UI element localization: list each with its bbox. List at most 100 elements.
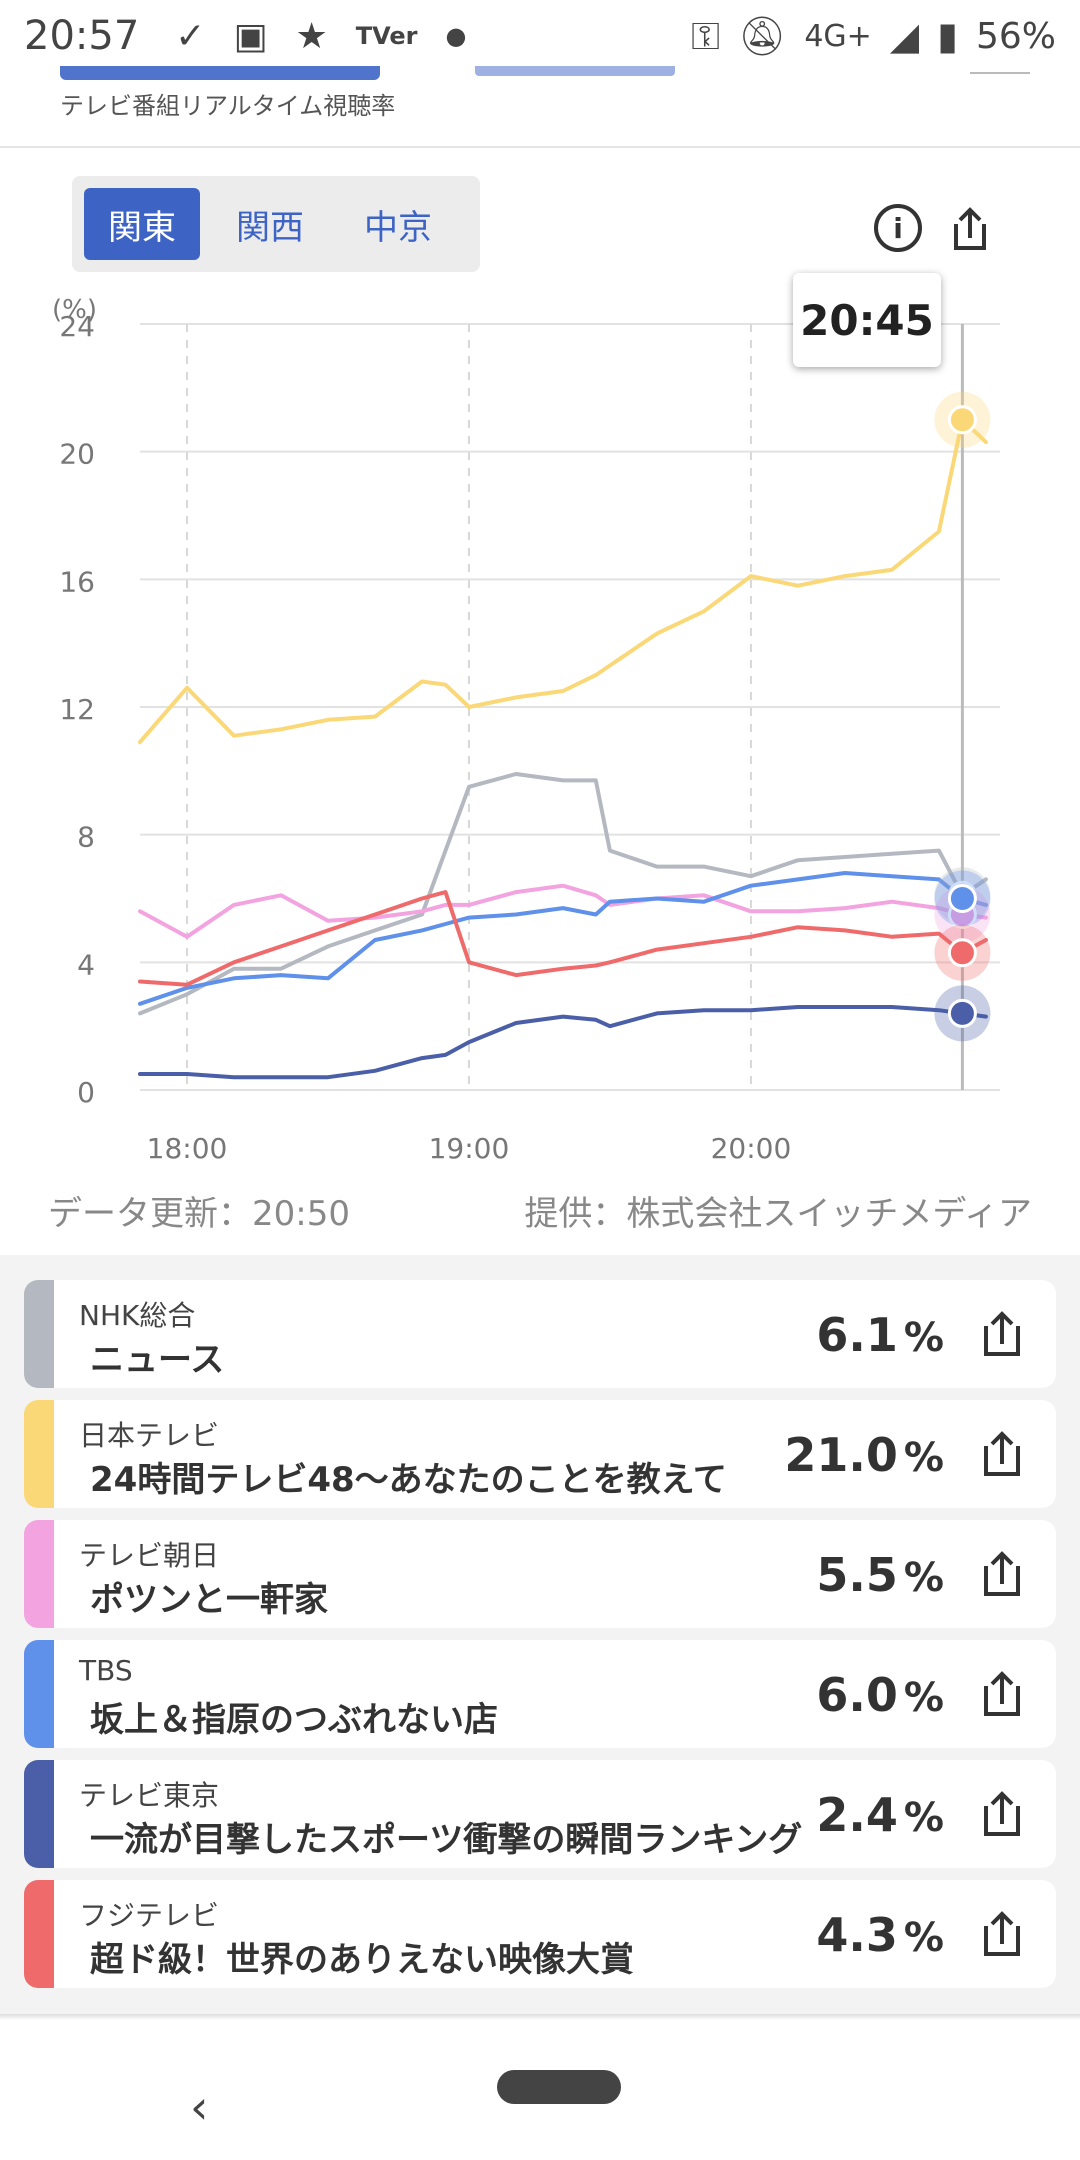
rating-value: 21.0% xyxy=(784,1428,944,1482)
channel-color-bar xyxy=(24,1760,54,1868)
rating-unit: % xyxy=(903,1315,944,1361)
data-provider: 提供：株式会社スイッチメディア xyxy=(524,1194,1032,1234)
series-line-1 xyxy=(138,417,988,745)
header-subtitle: テレビ番組リアルタイム視聴率 xyxy=(60,92,396,120)
channel-name: NHK総合 xyxy=(79,1299,196,1332)
channel-card-tv-tokyo[interactable]: テレビ東京 一流が目撃したスポーツ衝撃の瞬間ランキング 2.4% xyxy=(24,1760,1056,1868)
star-icon: ★ xyxy=(295,15,328,57)
program-title: 24時間テレビ48〜あなたのことを教えて xyxy=(90,1460,727,1500)
y-tick-label: 16 xyxy=(59,565,95,598)
share-icon[interactable] xyxy=(978,1428,1026,1478)
y-tick-label: 0 xyxy=(77,1076,95,1109)
channel-name: 日本テレビ xyxy=(79,1419,220,1452)
rating-value: 2.4% xyxy=(816,1788,944,1842)
series-line-5 xyxy=(138,890,988,987)
y-tick-label: 4 xyxy=(77,948,95,981)
channel-name: テレビ東京 xyxy=(79,1779,220,1812)
channel-card-tbs[interactable]: TBS 坂上＆指原のつぶれない店 6.0% xyxy=(24,1640,1056,1748)
rating-number: 5.5 xyxy=(816,1548,898,1602)
rating-unit: % xyxy=(903,1915,944,1961)
network-label: 4G+ xyxy=(804,18,872,54)
battery-icon: ▮ xyxy=(937,14,958,58)
dot-icon: ● xyxy=(445,22,467,50)
series-line-4 xyxy=(138,1005,988,1080)
home-pill[interactable] xyxy=(497,2070,621,2104)
rating-number: 4.3 xyxy=(816,1908,898,1962)
tab-kansai[interactable]: 関西 xyxy=(236,207,304,248)
series-line-3 xyxy=(138,871,988,1006)
rating-value: 4.3% xyxy=(816,1908,944,1962)
program-title: 超ド級！世界のありえない映像大賞 xyxy=(90,1940,634,1980)
region-tabs: 関東 関西 中京 xyxy=(72,176,480,272)
channel-color-bar xyxy=(24,1520,54,1628)
rating-number: 6.0 xyxy=(816,1668,898,1722)
channel-card-nhk[interactable]: NHK総合 ニュース 6.1% xyxy=(24,1280,1056,1388)
back-icon[interactable]: ‹ xyxy=(190,2080,209,2134)
tver-icon: TVer xyxy=(355,22,418,50)
chart-tooltip: 20:45 xyxy=(793,273,941,367)
download-done-icon: ✓ xyxy=(175,15,206,57)
channel-color-bar xyxy=(24,1400,54,1508)
channel-card-ntv[interactable]: 日本テレビ 24時間テレビ48〜あなたのことを教えて 21.0% xyxy=(24,1400,1056,1508)
rating-unit: % xyxy=(903,1555,944,1601)
channel-name: テレビ朝日 xyxy=(79,1539,220,1572)
image-icon: ▣ xyxy=(233,15,268,57)
rating-number: 6.1 xyxy=(816,1308,898,1362)
menu-icon[interactable] xyxy=(970,72,1030,74)
divider xyxy=(0,2014,1080,2020)
channel-name: フジテレビ xyxy=(79,1899,220,1932)
cursor-marker-5 xyxy=(947,938,977,968)
cursor-marker-3 xyxy=(947,884,977,913)
rating-unit: % xyxy=(903,1675,944,1721)
cursor-marker-4 xyxy=(947,998,977,1028)
rating-value: 5.5% xyxy=(816,1548,944,1602)
channel-color-bar xyxy=(24,1880,54,1988)
status-time: 20:57 xyxy=(24,13,140,59)
channel-color-bar xyxy=(24,1280,54,1388)
cursor-marker-1 xyxy=(947,405,977,435)
logo[interactable] xyxy=(60,66,380,80)
key-icon: ⚿ xyxy=(691,13,721,58)
channel-card-fuji[interactable]: フジテレビ 超ド級！世界のありえない映像大賞 4.3% xyxy=(24,1880,1056,1988)
y-tick-label: 20 xyxy=(59,438,95,471)
channel-color-bar xyxy=(24,1640,54,1748)
share-icon[interactable] xyxy=(978,1908,1026,1958)
tab-kanto[interactable]: 関東 xyxy=(84,188,200,260)
share-icon[interactable] xyxy=(946,204,994,252)
rating-unit: % xyxy=(903,1435,944,1481)
battery-level: 56% xyxy=(975,15,1056,57)
series-line-0 xyxy=(138,772,988,1016)
rating-value: 6.1% xyxy=(816,1308,944,1362)
channel-card-tv-asahi[interactable]: テレビ朝日 ポツンと一軒家 5.5% xyxy=(24,1520,1056,1628)
page-header: テレビ番組リアルタイム視聴率 xyxy=(0,66,1080,148)
program-title: 坂上＆指原のつぶれない店 xyxy=(90,1700,498,1740)
bell-off-icon: 🔕︎ xyxy=(738,13,787,58)
status-right: ⚿ 🔕︎ 4G+ ◢ ▮ 56% xyxy=(691,14,1056,59)
signal-icon: ◢ xyxy=(889,14,920,58)
status-bar: 20:57 ✓ ▣ ★ TVer ● ⚿ 🔕︎ 4G+ ◢ ▮ 56% xyxy=(0,0,1080,72)
y-tick-label: 12 xyxy=(59,693,95,726)
info-icon[interactable]: i xyxy=(874,204,922,252)
channel-name: TBS xyxy=(79,1654,133,1687)
share-icon[interactable] xyxy=(978,1788,1026,1838)
tab-chukyo[interactable]: 中京 xyxy=(364,207,432,248)
share-icon[interactable] xyxy=(978,1668,1026,1718)
y-axis-label: (%) xyxy=(52,295,97,325)
y-tick-label: 24 xyxy=(59,310,95,343)
rating-number: 21.0 xyxy=(784,1428,898,1482)
share-icon[interactable] xyxy=(978,1308,1026,1358)
data-updated: データ更新：20:50 xyxy=(48,1194,350,1234)
x-tick-label: 19:00 xyxy=(429,1132,510,1165)
program-title: ポツンと一軒家 xyxy=(90,1580,328,1620)
program-title: ニュース xyxy=(90,1340,225,1380)
rating-chart[interactable]: 0 4 8 12 16 20 24(%) 18:00 19:00 20:00 xyxy=(0,280,1080,1180)
y-tick-label: 8 xyxy=(77,821,95,854)
series-line-2 xyxy=(138,883,988,939)
rating-number: 2.4 xyxy=(816,1788,898,1842)
x-tick-label: 20:00 xyxy=(711,1132,792,1165)
logo-sub xyxy=(475,66,675,76)
share-icon[interactable] xyxy=(978,1548,1026,1598)
rating-unit: % xyxy=(903,1795,944,1841)
rating-value: 6.0% xyxy=(816,1668,944,1722)
program-title: 一流が目撃したスポーツ衝撃の瞬間ランキング xyxy=(90,1820,803,1860)
